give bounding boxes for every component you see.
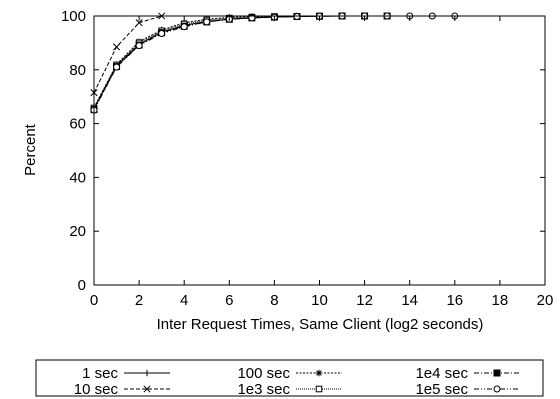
x-tick-label: 14 bbox=[401, 292, 418, 309]
legend-marker bbox=[143, 369, 151, 377]
legend-marker bbox=[493, 369, 501, 377]
data-point bbox=[293, 13, 301, 21]
x-tick-label: 20 bbox=[537, 292, 554, 309]
x-tick-label: 16 bbox=[446, 292, 463, 309]
legend-label: 100 sec bbox=[237, 365, 290, 382]
legend-label: 1e3 sec bbox=[237, 381, 290, 398]
series-1e5-sec bbox=[90, 12, 459, 114]
legend-marker bbox=[493, 385, 501, 393]
x-tick-label: 2 bbox=[135, 292, 143, 309]
series-1e3-sec bbox=[90, 12, 391, 112]
data-point bbox=[158, 29, 166, 37]
legend-label: 1e4 sec bbox=[415, 365, 468, 382]
series-line bbox=[93, 15, 388, 110]
series-1e4-sec bbox=[90, 12, 391, 114]
axes: 0 2 4 6 8 10 12 14 16 18 20 0 20 40 60 80 100 bbox=[61, 8, 553, 309]
data-point bbox=[135, 42, 143, 50]
x-tick-label: 0 bbox=[90, 292, 98, 309]
y-tick-label: 80 bbox=[69, 62, 86, 79]
legend-marker bbox=[315, 385, 323, 393]
y-tick-label: 60 bbox=[69, 116, 86, 133]
y-axis-label: Percent bbox=[22, 123, 39, 176]
series-1-sec bbox=[90, 12, 391, 113]
data-point bbox=[135, 19, 143, 27]
x-axis-label: Inter Request Times, Same Client (log2 s… bbox=[157, 316, 484, 333]
series-line bbox=[93, 15, 162, 93]
x-tick-label: 8 bbox=[270, 292, 278, 309]
data-point bbox=[113, 63, 121, 71]
data-point bbox=[203, 18, 211, 26]
legend-marker bbox=[315, 369, 323, 377]
series-line bbox=[93, 15, 388, 110]
y-tick-label: 0 bbox=[78, 277, 86, 294]
series-100-sec bbox=[90, 12, 323, 111]
legend-box bbox=[35, 359, 544, 397]
legend-label: 1 sec bbox=[82, 365, 118, 382]
series-line bbox=[93, 15, 320, 108]
y-tick-label: 40 bbox=[69, 169, 86, 186]
data-point bbox=[180, 23, 188, 31]
y-tick-label: 20 bbox=[69, 223, 86, 240]
x-tick-label: 6 bbox=[225, 292, 233, 309]
legend-label: 10 sec bbox=[74, 381, 119, 398]
legend-marker bbox=[143, 385, 151, 393]
legend-label: 1e5 sec bbox=[415, 381, 468, 398]
x-tick-label: 10 bbox=[311, 292, 328, 309]
series-line bbox=[93, 15, 455, 111]
x-tick-label: 18 bbox=[492, 292, 509, 309]
data-point bbox=[112, 43, 121, 51]
series-layer bbox=[90, 12, 459, 114]
x-tick-label: 4 bbox=[180, 292, 188, 309]
x-tick-label: 12 bbox=[356, 292, 373, 309]
plot-frame bbox=[93, 15, 546, 286]
series-line bbox=[93, 15, 388, 109]
y-tick-label: 100 bbox=[61, 8, 86, 25]
